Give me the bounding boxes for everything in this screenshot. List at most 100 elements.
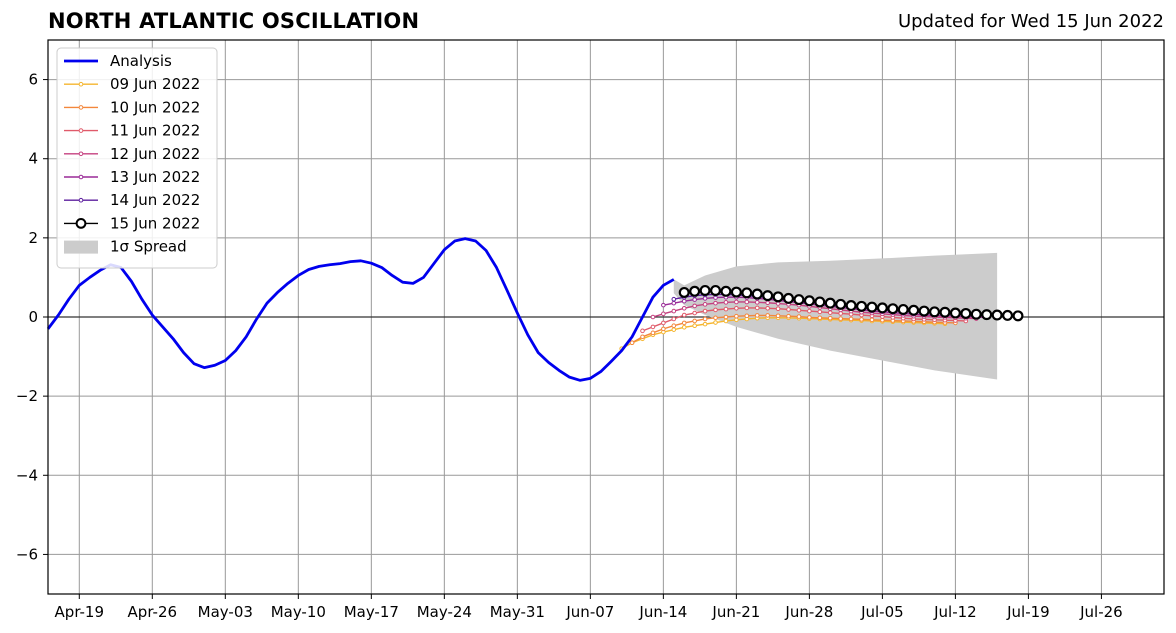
latest-forecast-point [814, 296, 826, 308]
forecast-point [734, 313, 739, 319]
latest-forecast-point [991, 309, 1003, 321]
forecast-point [734, 317, 739, 323]
forecast-point [671, 308, 677, 314]
x-tick-label: Jun-21 [711, 603, 760, 621]
forecast-point [671, 316, 677, 322]
forecast-point [723, 318, 729, 324]
latest-forecast-point [772, 291, 784, 303]
forecast-point [661, 326, 666, 332]
latest-forecast-point [970, 308, 982, 320]
forecast-point [817, 309, 823, 315]
x-tick-label: May-03 [198, 603, 253, 621]
x-tick-label: Jul-05 [860, 603, 904, 621]
legend-label: 09 Jun 2022 [110, 75, 200, 93]
latest-forecast-point [762, 290, 774, 302]
legend-label: 15 Jun 2022 [110, 214, 200, 232]
latest-forecast-point [741, 287, 753, 299]
legend-swatch-marker [78, 151, 84, 157]
x-tick-label: May-31 [490, 603, 545, 621]
legend: Analysis 09 Jun 2022 10 Jun 2022 11 Jun 202… [56, 47, 218, 269]
latest-forecast-point [845, 300, 857, 312]
latest-forecast-point [918, 305, 930, 317]
forecast-point [838, 311, 843, 316]
y-tick-label: 0 [28, 308, 38, 326]
forecast-point [681, 305, 687, 311]
latest-forecast-point [730, 286, 742, 298]
latest-forecast-point [793, 294, 805, 306]
forecast-point [671, 300, 677, 306]
forecast-point [754, 300, 760, 305]
latest-forecast-point [803, 295, 815, 307]
forecast-point [671, 323, 677, 329]
x-tick-label: Jul-12 [933, 603, 977, 621]
latest-forecast-point [710, 284, 722, 296]
latest-forecast-point [887, 303, 899, 315]
forecast-point [765, 305, 770, 311]
forecast-point [869, 317, 875, 323]
latest-forecast-point [678, 286, 690, 298]
chart-subtitle: Updated for Wed 15 Jun 2022 [897, 11, 1164, 32]
forecast-point [880, 317, 885, 323]
axes: Apr-19 Apr-26 May-03 May-10 May-17 May-24 May-… [16, 71, 1123, 621]
forecast-point [661, 320, 666, 326]
legend-label: Analysis [110, 52, 172, 70]
forecast-point [754, 305, 760, 311]
latest-forecast-point [949, 307, 961, 319]
forecast-point [702, 296, 708, 301]
latest-forecast-point [720, 285, 732, 297]
forecast-point [775, 306, 781, 311]
y-tick-label: 6 [28, 71, 38, 89]
legend-box [56, 47, 218, 269]
forecast-point [692, 318, 697, 324]
y-tick-label: −4 [16, 466, 38, 484]
legend-label: 10 Jun 2022 [110, 98, 200, 116]
forecast-point [702, 316, 708, 322]
forecast-point [775, 313, 781, 319]
forecast-point [723, 314, 729, 320]
analysis-layer [46, 237, 675, 382]
forecast-point [702, 308, 708, 314]
forecast-point [692, 297, 697, 302]
forecast-point [650, 330, 656, 336]
forecast-point [859, 317, 864, 322]
latest-forecast-point [897, 303, 909, 315]
x-tick-label: Jul-19 [1006, 603, 1050, 621]
forecast-point [681, 320, 687, 326]
forecast-point [671, 327, 677, 332]
latest-forecast-point [1002, 309, 1014, 321]
legend-label: 1σ Spread [110, 238, 187, 256]
latest-forecast-point [908, 304, 920, 316]
latest-forecast-point [929, 306, 941, 318]
legend-swatch-spread [64, 240, 98, 254]
forecast-point [765, 300, 770, 306]
forecast-point [827, 310, 833, 315]
forecast-point [786, 313, 791, 319]
forecast-point [702, 302, 708, 307]
forecast-point [807, 315, 812, 320]
forecast-point [723, 306, 729, 312]
forecast-point [838, 316, 843, 321]
x-tick-label: May-10 [271, 603, 326, 621]
forecast-point [796, 314, 802, 319]
forecast-point [786, 307, 791, 312]
forecast-point [640, 334, 645, 340]
forecast-point [640, 328, 645, 334]
forecast-point [681, 298, 687, 304]
analysis-line [46, 237, 675, 382]
x-tick-label: May-17 [344, 603, 399, 621]
x-tick-label: Jun-14 [638, 603, 687, 621]
latest-forecast-point [835, 298, 847, 310]
x-tick-label: Jul-26 [1079, 603, 1123, 621]
chart-title: NORTH ATLANTIC OSCILLATION [48, 9, 420, 33]
latest-forecast-point [751, 288, 763, 300]
legend-label: 11 Jun 2022 [110, 122, 200, 140]
x-tick-label: Apr-26 [128, 603, 178, 621]
latest-forecast-point [783, 292, 795, 304]
forecast-point [713, 307, 718, 313]
forecast-point [713, 300, 718, 306]
forecast-point [807, 308, 812, 314]
y-tick-label: 2 [28, 229, 38, 247]
latest-layer [678, 284, 1024, 322]
spread-layer [673, 252, 998, 380]
